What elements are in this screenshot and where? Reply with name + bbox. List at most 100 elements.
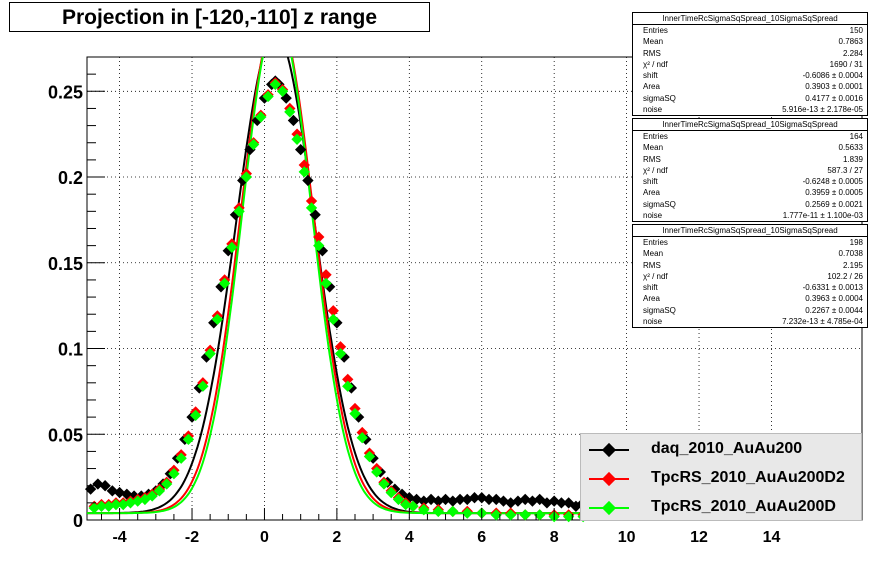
y-tick-label: 0.05 xyxy=(48,425,83,445)
legend-marker xyxy=(601,500,617,516)
data-point xyxy=(327,305,339,317)
chart-title: Projection in [-120,-110] z range xyxy=(9,2,430,32)
stats-row: χ² / ndf 1690 / 31 xyxy=(643,59,863,69)
legend-marker xyxy=(601,471,617,487)
y-tick-label: 0 xyxy=(73,511,83,531)
stats-box-1: InnerTimeRcSigmaSqSpread_10SigmaSqSpread… xyxy=(632,12,868,117)
stats-row: RMS 1.839 xyxy=(643,154,863,164)
stats-row: Area 0.3963 ± 0.0004 xyxy=(643,294,863,304)
stats-row: Area 0.3903 ± 0.0001 xyxy=(643,82,863,92)
legend-label: daq_2010_AuAu200 xyxy=(651,440,803,457)
data-point xyxy=(392,493,405,506)
data-point xyxy=(161,478,173,490)
data-point xyxy=(407,500,419,512)
data-point xyxy=(313,239,325,252)
data-point xyxy=(226,241,238,254)
data-point xyxy=(146,490,158,502)
data-point xyxy=(418,504,430,516)
data-point xyxy=(483,493,495,506)
axes: -4 -2 0 2 4 6 8 10 12 14 0 0.05 0.1 0.15 0.2 0.25 xyxy=(48,73,863,546)
stats-row: Entries 164 xyxy=(643,132,863,141)
stats-row: χ² / ndf 102.2 / 26 xyxy=(643,271,863,281)
data-point xyxy=(342,373,354,386)
stats-row: χ² / ndf 587.3 / 27 xyxy=(643,165,863,175)
legend-item-d2: TpcRS_2010_AuAu200D2 xyxy=(581,465,861,493)
legend-item-d: TpcRS_2010_AuAu200D xyxy=(581,494,861,522)
x-tick-label: -4 xyxy=(112,529,126,546)
stats-row: noise 1.777e-11 ± 1.100e-03 xyxy=(643,211,863,221)
data-point xyxy=(320,269,332,281)
data-point xyxy=(349,408,361,420)
data-point xyxy=(327,313,339,326)
stats-row: noise 7.232e-13 ± 4.785e-04 xyxy=(643,317,863,327)
data-point xyxy=(197,380,209,392)
stats-row: sigmaSQ 0.2267 ± 0.0044 xyxy=(643,305,863,315)
x-tick-label: 6 xyxy=(477,529,486,546)
y-tick-label: 0.2 xyxy=(58,168,83,188)
data-point xyxy=(555,497,568,509)
data-point xyxy=(378,478,390,490)
x-tick-label: 4 xyxy=(405,529,414,546)
stats-row: Mean 0.7038 xyxy=(643,249,863,259)
data-point xyxy=(204,348,216,360)
data-point xyxy=(461,507,473,519)
data-point xyxy=(153,485,166,497)
legend-item-daq: daq_2010_AuAu200 xyxy=(581,436,861,464)
data-point xyxy=(298,159,310,171)
data-point xyxy=(334,341,347,353)
stats-row: noise 5.916e-13 ± 2.178e-05 xyxy=(643,105,863,115)
legend-label: TpcRS_2010_AuAu200D2 xyxy=(651,469,845,486)
stats-header: InnerTimeRcSigmaSqSpread_10SigmaSqSpread xyxy=(633,225,867,237)
stats-header: InnerTimeRcSigmaSqSpread_10SigmaSqSpread xyxy=(633,13,867,25)
data-point xyxy=(371,466,383,478)
data-point xyxy=(447,505,459,518)
data-point xyxy=(302,174,314,187)
stats-row: Area 0.3959 ± 0.0005 xyxy=(643,188,863,198)
stats-row: sigmaSQ 0.2569 ± 0.0021 xyxy=(643,199,863,209)
data-point xyxy=(211,313,224,326)
data-point xyxy=(313,231,325,243)
data-point xyxy=(432,505,444,518)
stats-row: shift -0.6331 ± 0.0013 xyxy=(643,283,863,293)
data-point xyxy=(240,171,253,183)
data-point xyxy=(189,409,202,422)
data-point xyxy=(356,432,368,444)
stats-box-3: InnerTimeRcSigmaSqSpread_10SigmaSqSpread… xyxy=(632,224,868,329)
stats-row: sigmaSQ 0.4177 ± 0.0016 xyxy=(643,93,863,103)
data-point xyxy=(305,202,318,214)
stats-row: RMS 2.195 xyxy=(643,260,863,270)
stats-row: Entries 150 xyxy=(643,26,863,35)
stats-row: Mean 0.7863 xyxy=(643,37,863,47)
data-point xyxy=(385,486,397,499)
legend-marker xyxy=(601,442,617,458)
data-point xyxy=(298,166,310,178)
legend-label: TpcRS_2010_AuAu200D xyxy=(651,498,836,515)
stats-row: shift -0.6248 ± 0.0005 xyxy=(643,177,863,187)
data-point xyxy=(247,138,260,151)
x-tick-label: 10 xyxy=(618,529,636,546)
data-point xyxy=(342,380,354,392)
data-point xyxy=(218,277,231,290)
data-point xyxy=(320,277,332,290)
stats-header: InnerTimeRcSigmaSqSpread_10SigmaSqSpread xyxy=(633,119,867,131)
x-tick-label: 8 xyxy=(550,529,559,546)
data-point xyxy=(454,493,466,506)
data-point xyxy=(291,133,303,145)
data-point xyxy=(168,468,180,480)
x-tick-label: 14 xyxy=(763,529,781,546)
stats-row: Mean 0.5633 xyxy=(643,143,863,153)
data-point xyxy=(363,450,376,463)
x-tick-label: 2 xyxy=(332,529,341,546)
data-point xyxy=(233,205,245,217)
data-point xyxy=(182,433,195,446)
y-tick-label: 0.1 xyxy=(58,340,83,360)
y-tick-label: 0.15 xyxy=(48,254,83,274)
stats-row: RMS 2.284 xyxy=(643,48,863,58)
data-point xyxy=(563,510,575,523)
data-point xyxy=(305,195,318,207)
stats-row: Entries 198 xyxy=(643,238,863,247)
data-point xyxy=(295,143,307,156)
x-tick-label: 12 xyxy=(690,529,708,546)
x-tick-label: -2 xyxy=(185,529,199,546)
data-point xyxy=(468,492,481,504)
